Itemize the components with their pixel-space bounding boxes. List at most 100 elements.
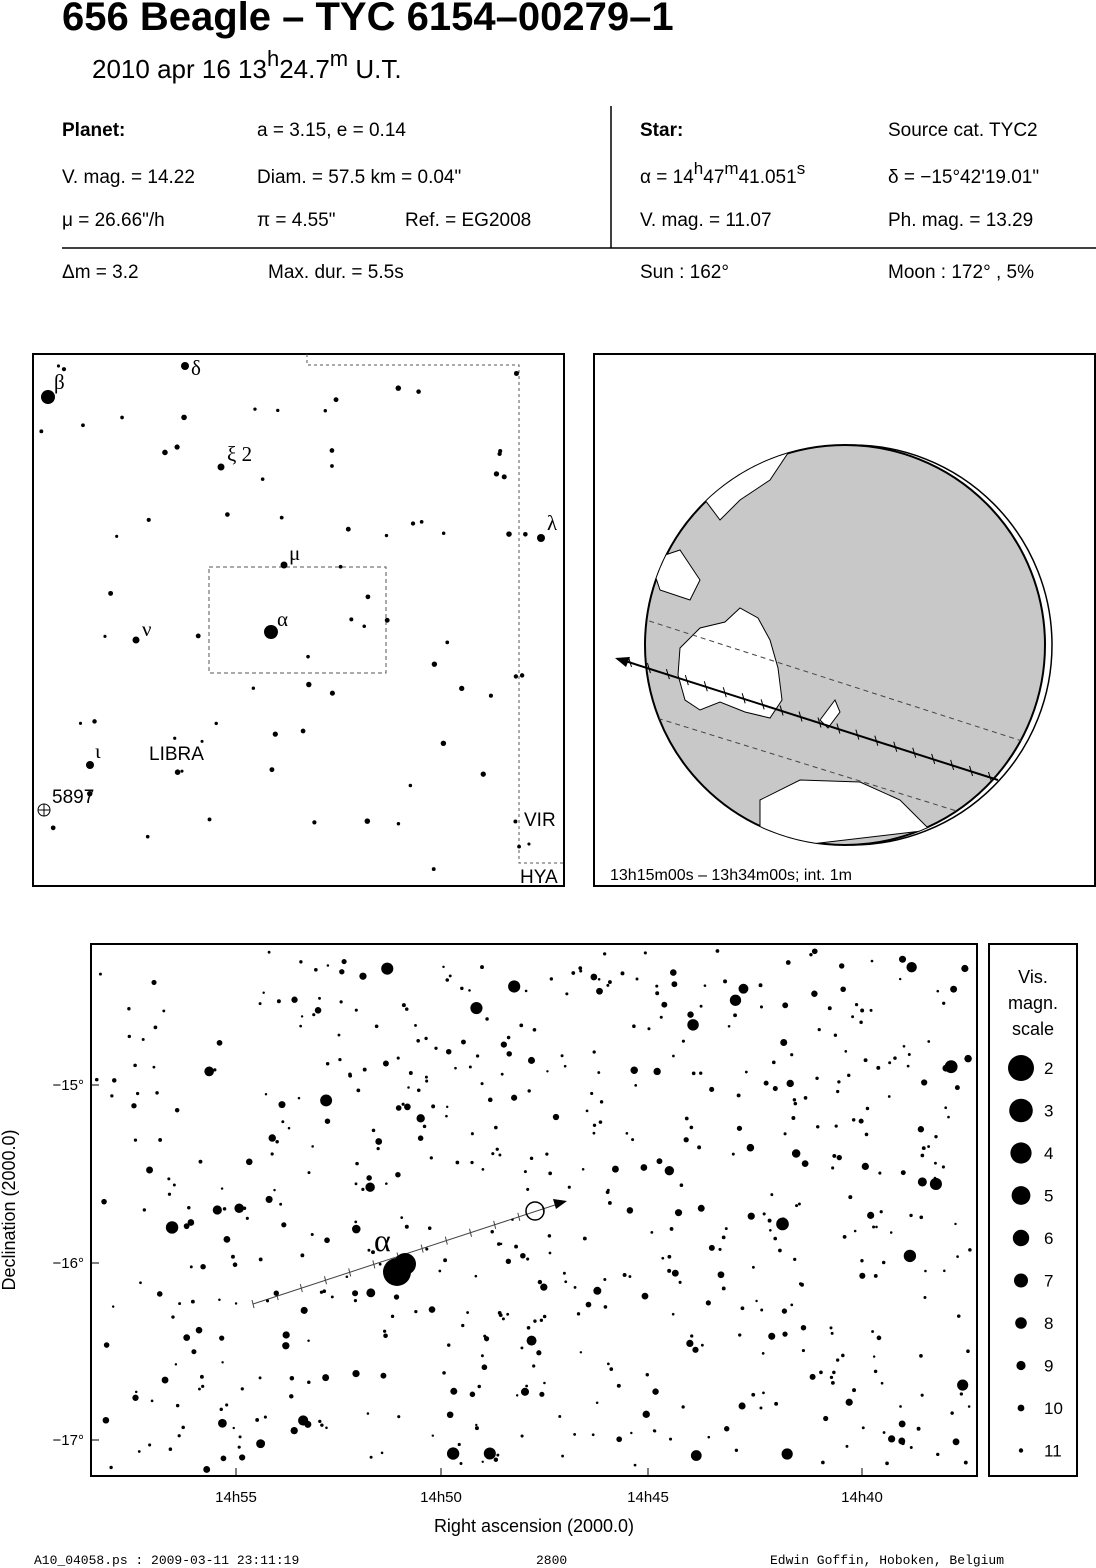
star: [232, 1426, 235, 1430]
star: [532, 1364, 536, 1368]
star: [520, 1434, 524, 1438]
star: [470, 1001, 483, 1015]
star: [428, 1306, 436, 1313]
arrow: [553, 1199, 567, 1209]
star: [446, 1447, 460, 1460]
star: [513, 674, 519, 679]
x-tick-label: 14h55: [215, 1489, 257, 1506]
star: [475, 1423, 478, 1427]
star: [245, 1158, 253, 1166]
star: [168, 1447, 173, 1451]
star: [300, 728, 306, 734]
boundary: [306, 354, 564, 864]
star: [927, 1145, 930, 1148]
star: [801, 1348, 806, 1353]
star: [836, 1154, 842, 1161]
star: [934, 1134, 938, 1139]
legend-title: magn.: [1008, 993, 1058, 1013]
star: [669, 1227, 674, 1231]
star: [203, 1466, 211, 1473]
star: [548, 1171, 553, 1176]
star: [474, 1426, 479, 1431]
star: [511, 1218, 514, 1221]
star: [111, 1078, 117, 1083]
star: [127, 1007, 131, 1011]
star: [41, 390, 55, 404]
star: [724, 1227, 728, 1231]
star: [873, 1274, 878, 1278]
star: [150, 1399, 154, 1403]
star: [830, 1381, 835, 1385]
part: α = 14: [640, 167, 694, 188]
star: [297, 1096, 301, 1100]
scale-dot: [1014, 1273, 1028, 1288]
star: [864, 1132, 869, 1137]
star: [876, 1335, 882, 1341]
star: [830, 1331, 834, 1335]
star: [265, 1299, 270, 1303]
star: [633, 1463, 637, 1467]
star: [127, 1034, 132, 1039]
star: [831, 1166, 835, 1170]
star: [329, 690, 335, 696]
star: [195, 1326, 203, 1334]
star: [881, 1260, 886, 1265]
star: [234, 1302, 238, 1305]
star: [963, 1382, 967, 1385]
star: [523, 1170, 527, 1174]
scale-label: 11: [1044, 1442, 1062, 1461]
star: [668, 1437, 673, 1441]
star: [440, 740, 447, 746]
star: [300, 1253, 305, 1258]
star: [661, 1256, 665, 1260]
star: [647, 1027, 651, 1031]
star: [919, 1354, 923, 1358]
star: [564, 1280, 568, 1284]
scale-dot: [1016, 1360, 1026, 1371]
info: Sun : 162°: [640, 262, 729, 283]
star: [809, 1373, 816, 1380]
star: [245, 1216, 249, 1220]
star: [573, 1432, 577, 1436]
star: [923, 1296, 927, 1299]
star: [859, 1272, 866, 1279]
star: [851, 1015, 855, 1019]
star: [667, 1254, 672, 1259]
star: [338, 1057, 342, 1062]
star: [667, 1268, 672, 1273]
star: [590, 1091, 594, 1096]
star: [898, 955, 907, 963]
star: [543, 1381, 546, 1385]
legend-title: scale: [1012, 1019, 1054, 1039]
star: [380, 1372, 387, 1379]
star-label: ν: [142, 617, 152, 641]
star: [198, 1387, 201, 1391]
star: [768, 1332, 776, 1340]
star: [425, 1079, 429, 1083]
star: [461, 1039, 466, 1045]
star: [234, 1203, 244, 1213]
star: [455, 1160, 460, 1165]
star: [253, 407, 257, 411]
detail-chart: α Right ascension (2000.0) Declination (…: [0, 943, 978, 1536]
star: [533, 1319, 537, 1323]
time-tick: [722, 687, 727, 698]
time-tick: [348, 1268, 352, 1277]
footer: 2800: [536, 1553, 567, 1568]
star: [792, 1098, 797, 1102]
star: [500, 1041, 507, 1048]
star: [878, 1171, 882, 1175]
star: [500, 1072, 504, 1076]
star: [520, 1387, 530, 1396]
star: [950, 985, 958, 993]
star: [800, 1325, 807, 1331]
star: [231, 1254, 235, 1259]
star: [390, 1314, 395, 1318]
star: [115, 534, 119, 538]
star: [275, 1140, 279, 1144]
star: [468, 1065, 472, 1069]
star: [175, 1403, 180, 1408]
star: [442, 1371, 446, 1375]
star: [921, 1146, 926, 1151]
star: [137, 1450, 141, 1453]
